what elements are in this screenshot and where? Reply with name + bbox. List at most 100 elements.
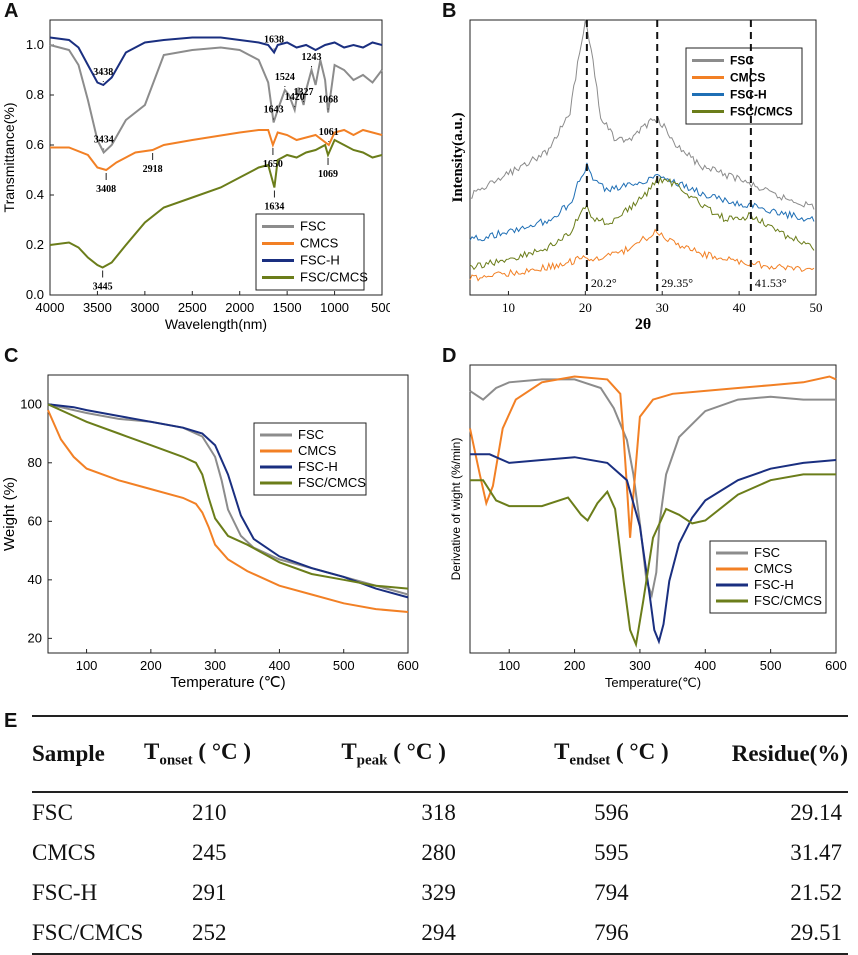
table-cell: 794 (594, 880, 629, 905)
y-tick-label: 60 (28, 513, 42, 528)
table-cell: 294 (421, 920, 456, 945)
header-main: T (554, 738, 570, 764)
series-line-fsc (469, 19, 815, 210)
series-line-fsc-h (470, 453, 837, 645)
xrd-chart: 10 20 30 40 50 2θ Intensity(a.u.) FSC CMCS FSC-H F… (450, 19, 823, 333)
tga-chart: 100 200 300 400 500 600 20 40 60 80 100 Temperature… (1, 374, 419, 691)
x-tick-label: 300 (204, 658, 226, 673)
peak-annotation: 1650 (263, 159, 283, 170)
table-row: FSC/CMCS 252 294 796 29.51 (32, 913, 848, 954)
series-line-fsc (49, 44, 383, 155)
legend-entry: FSC (300, 219, 326, 234)
plot-frame (469, 364, 837, 654)
table-cell: FSC-H (32, 880, 98, 905)
y-tick-label: 20 (28, 630, 42, 645)
table-cell: 595 (594, 840, 629, 865)
series-line-fsc-cmcs (470, 473, 836, 649)
panel-d: D 100 200 300 400 500 600 Temperature(℃) Deriva… (430, 345, 858, 695)
y-tick-label: 80 (28, 455, 42, 470)
x-tick-label: 100 (76, 658, 98, 673)
y-tick-label: 0.8 (26, 87, 44, 102)
header-main: Sample (32, 741, 105, 766)
x-tick-label: 500 (371, 300, 390, 315)
table-cell: 280 (421, 840, 456, 865)
x-axis-label: 2θ (635, 316, 651, 333)
table-row: FSC-H 291 329 794 21.52 (32, 873, 848, 913)
ftir-chart: 4000 3500 3000 2500 2000 1500 1000 500 0.0 0.2 0.4… (1, 19, 393, 332)
peak-annotation: 2918 (143, 164, 163, 175)
header-subscript: peak (356, 752, 388, 769)
reference-label: 29.35° (661, 276, 693, 290)
x-tick-label: 3500 (83, 300, 112, 315)
table-cell: FSC (32, 800, 73, 825)
header-unit: ( °C ) (610, 738, 669, 764)
x-tick-label: 500 (760, 658, 782, 673)
legend-entry: FSC-H (298, 459, 338, 474)
x-tick-label: 200 (140, 658, 162, 673)
y-tick-label: 0.4 (26, 187, 44, 202)
y-tick-label: 1.0 (26, 37, 44, 52)
x-tick-label: 40 (733, 300, 746, 315)
x-tick-label: 1500 (273, 300, 302, 315)
x-tick-label: 3000 (130, 300, 159, 315)
y-axis-label: Weight (%) (1, 477, 18, 551)
table-header-row: Sample Tonset ( °C ) Tpeak ( °C ) Tendset (… (32, 716, 848, 792)
table-header-cell: Residue(%) (732, 716, 848, 792)
peak-annotation: 1420 (285, 92, 305, 103)
reference-label: 41.53° (755, 276, 787, 290)
series-line-cmcs (50, 128, 383, 172)
header-main: T (143, 738, 160, 764)
peak-annotation: 1068 (318, 95, 338, 106)
reference-label: 20.2° (591, 276, 617, 290)
table-cell: CMCS (32, 840, 96, 865)
x-axis-label: Temperature(℃) (605, 675, 701, 690)
legend-entry: FSC-H (754, 577, 794, 592)
x-tick-label: 500 (333, 658, 355, 673)
table-row: CMCS 245 280 595 31.47 (32, 833, 848, 873)
table-cell: 596 (594, 800, 629, 825)
x-tick-label: 200 (564, 658, 586, 673)
x-axis-label: Wavelength(nm) (165, 316, 267, 332)
table-cell: 245 (191, 840, 227, 865)
legend-entry: FSC/CMCS (300, 270, 368, 285)
y-tick-label: 100 (20, 396, 42, 411)
panel-b-label: B (442, 0, 457, 22)
y-axis-label: Derivative of wight (%/min) (449, 438, 463, 581)
plot-frame (49, 19, 383, 296)
panel-b: B 10 20 30 40 50 2θ Intensity(a.u.) FSC CMCS FSC-… (430, 0, 858, 335)
x-tick-label: 30 (656, 300, 669, 315)
table-header-cell: Tpeak ( °C ) (341, 716, 554, 792)
dtg-chart: 100 200 300 400 500 600 Temperature(℃) Derivati… (449, 364, 847, 690)
table-header-cell: Tonset ( °C ) (144, 716, 341, 792)
y-tick-label: 40 (28, 572, 42, 587)
panel-a: A 4000 3500 3000 2500 2000 1500 1000 500 0.0 0.2 0… (0, 0, 393, 335)
legend-entry: FSC-H (300, 253, 340, 268)
legend-entry: CMCS (730, 71, 765, 85)
series-line-fsc-h (49, 36, 383, 87)
table-row: FSC 210 318 596 29.14 (32, 792, 848, 833)
legend-entry: FSC/CMCS (730, 105, 793, 119)
legend-entry: FSC/CMCS (754, 593, 822, 608)
legend-entry: FSC-H (730, 88, 767, 102)
table-cell: 29.51 (790, 920, 842, 945)
series-line-fsc-cmcs (469, 176, 815, 271)
table-header-cell: Sample (32, 716, 144, 792)
peak-annotation: 1243 (302, 52, 322, 63)
x-tick-label: 600 (825, 658, 847, 673)
peak-annotation: 3445 (93, 282, 113, 293)
panel-d-label: D (442, 345, 457, 367)
table-cell: 210 (191, 800, 227, 825)
table-cell: FSC/CMCS (32, 920, 144, 945)
header-unit: ( °C ) (387, 738, 446, 764)
series-line-fsc-h (469, 162, 815, 242)
x-axis-label: Temperature (℃) (170, 674, 285, 691)
legend-entry: CMCS (300, 236, 339, 251)
table-cell: 291 (191, 880, 227, 905)
peak-annotation: 1061 (319, 127, 339, 138)
series-line-fsc-cmcs (47, 403, 409, 590)
peak-annotation: 3438 (93, 67, 113, 78)
series-line-cmcs (469, 228, 815, 282)
table-header-cell: Tendset ( °C ) (554, 716, 732, 792)
legend-entry: FSC (754, 545, 780, 560)
x-tick-label: 300 (629, 658, 651, 673)
